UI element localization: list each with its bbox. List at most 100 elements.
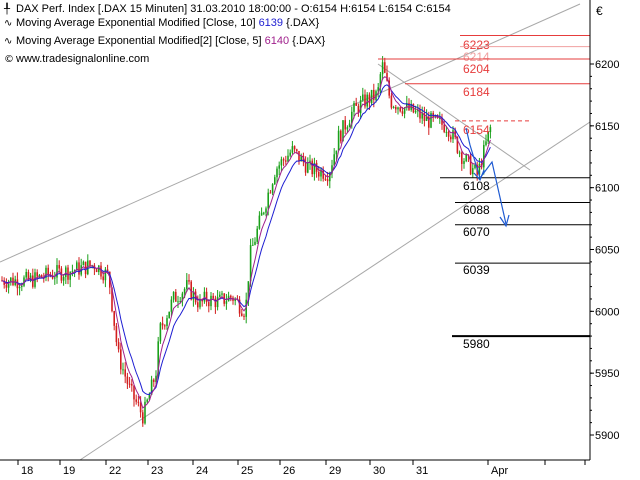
candle-body: [282, 159, 285, 161]
candle-body: [249, 245, 252, 282]
candle-body: [406, 102, 408, 108]
candle-body: [419, 109, 421, 119]
candle-body: [458, 152, 461, 154]
candle-body: [131, 383, 133, 386]
x-tick-label: 19: [63, 465, 75, 477]
legend-ma5: ∿ Moving Average Exponential Modified[2] …: [4, 35, 325, 47]
arrow-path: [465, 127, 481, 179]
candle-body: [333, 154, 335, 166]
candle-body: [157, 341, 159, 376]
channel-down-trend: [377, 63, 531, 171]
candle-body: [278, 165, 280, 169]
candle-body: [296, 149, 298, 151]
axes: 5900 5950 6000 6050 6100 6150 6200 18 19 22 23 24 25…: [0, 0, 619, 477]
candle-body: [144, 401, 146, 424]
candle-body: [322, 169, 324, 179]
candle-body: [331, 165, 333, 174]
candle-body: [117, 342, 120, 350]
candle-body: [126, 376, 129, 384]
candle-body: [3, 280, 5, 285]
candle-body: [243, 315, 245, 317]
candle-body: [76, 262, 78, 271]
candles: [1, 56, 492, 427]
resistance-label: 6154: [463, 123, 490, 137]
support-label: 6039: [463, 263, 490, 277]
candle-body: [472, 168, 474, 175]
candle-body: [368, 94, 371, 104]
arrow-head: [499, 214, 510, 228]
candle-body: [423, 113, 426, 122]
support-label: 5980: [463, 337, 490, 351]
candle-body: [430, 112, 432, 128]
candle-body: [276, 168, 278, 178]
candle-body: [87, 260, 89, 275]
candle-body: [188, 280, 190, 282]
candle-body: [40, 275, 43, 278]
candle-body: [225, 301, 228, 304]
candle-body: [230, 295, 232, 298]
candle-body: [254, 241, 256, 245]
candle-body: [340, 130, 342, 142]
candle-body: [269, 192, 272, 194]
candle-body: [238, 299, 241, 314]
candle-body: [298, 150, 300, 162]
candle-body: [280, 159, 283, 166]
candle-body: [216, 296, 219, 308]
y-tick-label: 5900: [595, 430, 619, 442]
copyright-icon: ©: [4, 54, 14, 65]
candle-body: [271, 184, 274, 193]
candle-body: [342, 120, 344, 142]
candle-body: [436, 115, 439, 118]
support-label: 6108: [463, 179, 490, 193]
candle-body: [45, 267, 47, 278]
candle-body: [293, 146, 296, 150]
candle-body: [256, 228, 258, 242]
candle-body: [208, 302, 210, 307]
ma10-path: [1, 84, 491, 395]
candle-body: [263, 212, 265, 214]
candle-body: [210, 295, 212, 307]
candle-body: [102, 276, 104, 281]
candle-body: [326, 179, 329, 182]
legend-source-text: www.tradesignalonline.com: [16, 53, 150, 65]
candle-body: [384, 62, 386, 73]
candle-body: [170, 299, 173, 312]
legend-price-text: DAX Perf. Index [.DAX 15 Minuten] 31.03.…: [16, 3, 451, 15]
candle-body: [84, 261, 87, 275]
candle-body: [153, 379, 155, 382]
candle-body: [219, 294, 221, 297]
candle-body: [329, 173, 331, 182]
x-tick-label: 26: [283, 465, 295, 477]
candle-body: [487, 132, 489, 142]
candle-body: [362, 94, 364, 101]
candle-body: [386, 72, 388, 81]
x-tick-label: 31: [416, 465, 428, 477]
x-tick-label: 22: [109, 465, 121, 477]
candle-body: [252, 244, 254, 246]
candle-body: [428, 116, 430, 128]
candle-body: [366, 94, 368, 107]
candle-body: [421, 113, 423, 119]
candle-body: [463, 161, 465, 164]
x-tick-label: 24: [196, 465, 208, 477]
candle-body: [234, 298, 236, 301]
candle-body: [175, 291, 177, 302]
support-label: 6070: [463, 225, 490, 239]
candle-body: [408, 102, 410, 110]
candle-body: [186, 280, 188, 289]
candle-body: [381, 62, 384, 75]
candle-body: [260, 212, 263, 216]
candle-body: [289, 152, 291, 156]
candle-body: [179, 300, 181, 302]
candle-body: [164, 325, 166, 327]
candle-body: [82, 261, 85, 266]
candle-body: [439, 117, 441, 119]
candle-body: [388, 80, 390, 96]
candle-body: [452, 130, 454, 140]
y-tick-label: 6050: [595, 245, 619, 257]
trend-channel: [0, 3, 591, 461]
ma10-line: [1, 84, 491, 395]
candle-body: [474, 164, 476, 169]
candle-body: [355, 103, 357, 106]
